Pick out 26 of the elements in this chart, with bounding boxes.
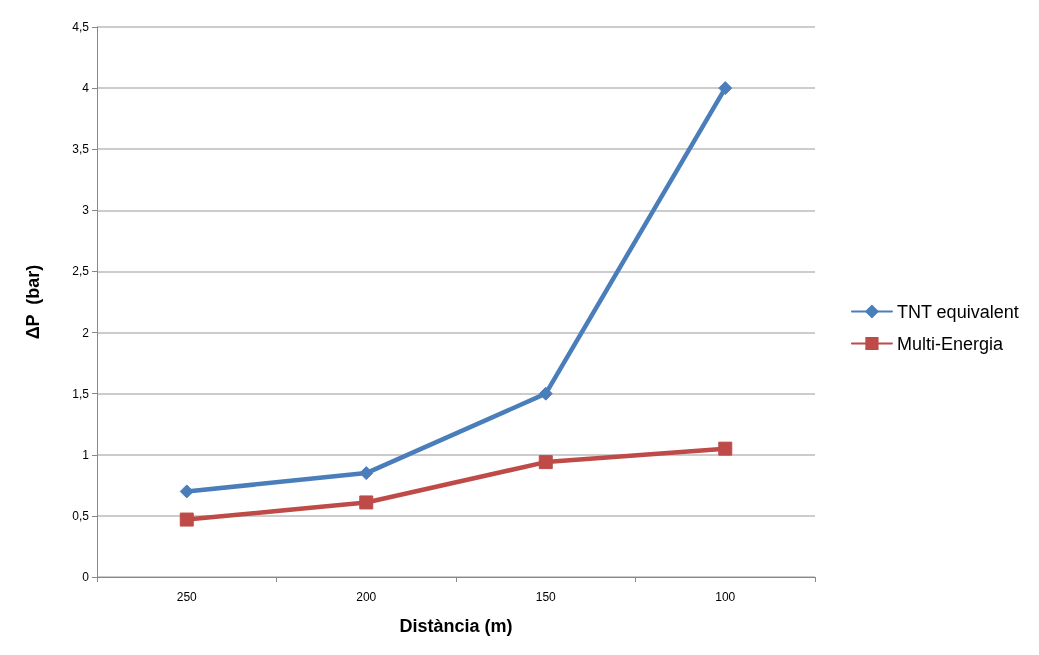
y-tick-label: 3,5 — [72, 142, 90, 157]
point — [359, 466, 374, 481]
legend-label: TNT equivalent — [896, 301, 1019, 322]
y-tick-label: 2 — [82, 325, 90, 340]
point — [538, 386, 553, 401]
point — [718, 441, 733, 456]
point — [718, 81, 733, 96]
point — [359, 495, 374, 510]
legend-label: Multi-Energia — [896, 333, 1004, 354]
y-tick-label: 1,5 — [72, 386, 90, 401]
y-axis-title: ΔP (bar) — [23, 264, 43, 340]
y-tick-label: 2,5 — [72, 264, 90, 279]
y-tick-label: 1 — [82, 447, 90, 462]
point — [179, 484, 194, 499]
y-tick-label: 4 — [82, 81, 90, 96]
x-tick-label: 200 — [356, 590, 377, 604]
y-tick-label: 4,5 — [72, 20, 90, 34]
point — [538, 455, 553, 470]
y-tick-label: 0,5 — [72, 508, 90, 523]
x-tick-label: 100 — [715, 590, 736, 604]
point — [179, 512, 194, 527]
x-axis-title: Distància (m) — [399, 616, 513, 636]
x-tick-label: 150 — [535, 590, 557, 604]
y-tick-label: 0 — [82, 570, 90, 584]
y-tick-label: 3 — [82, 203, 90, 218]
x-tick-label: 250 — [176, 590, 198, 604]
